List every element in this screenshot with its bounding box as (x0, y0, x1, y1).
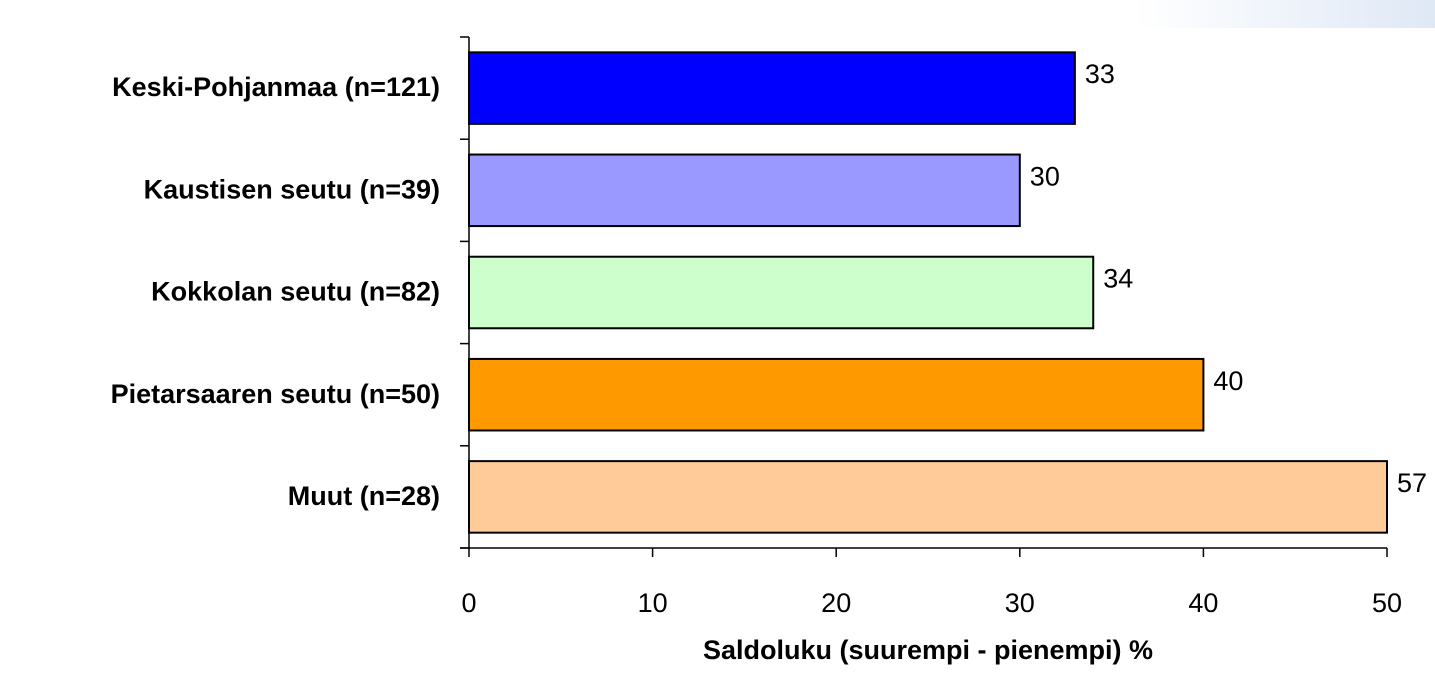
x-axis: 0 10 20 30 40 50 (460, 547, 1402, 618)
value-label-2: 34 (1103, 264, 1133, 294)
value-label-1: 30 (1030, 161, 1060, 191)
value-label-3: 40 (1213, 366, 1243, 396)
category-label-4: Muut (n=28) (288, 481, 440, 511)
category-label-3: Pietarsaaren seutu (n=50) (111, 379, 440, 409)
bar-1 (468, 153, 1021, 228)
x-tick-label-5: 50 (1372, 588, 1402, 618)
bar-0 (468, 51, 1076, 125)
bar-3 (468, 357, 1205, 432)
x-axis-title: Saldoluku (suurempi - pienempi) % (703, 635, 1153, 665)
bars-group (468, 51, 1388, 534)
value-label-0: 33 (1085, 59, 1115, 89)
category-label-0: Keski-Pohjanmaa (n=121) (112, 72, 440, 102)
category-label-2: Kokkolan seutu (n=82) (151, 277, 440, 307)
corner-gradient-decoration (1135, 0, 1435, 28)
x-tick-label-3: 30 (1005, 588, 1035, 618)
bar-4 (468, 460, 1388, 534)
category-label-1: Kaustisen seutu (n=39) (144, 174, 440, 204)
x-tick-label-2: 20 (821, 588, 851, 618)
y-axis: Keski-Pohjanmaa (n=121) Kaustisen seutu (… (111, 36, 470, 549)
bar-2 (468, 255, 1095, 330)
x-tick-label-4: 40 (1188, 588, 1218, 618)
x-tick-label-0: 0 (461, 588, 476, 618)
value-labels-group: 33 30 34 40 57 (1030, 59, 1427, 498)
x-tick-label-1: 10 (638, 588, 668, 618)
value-label-4: 57 (1397, 468, 1427, 498)
